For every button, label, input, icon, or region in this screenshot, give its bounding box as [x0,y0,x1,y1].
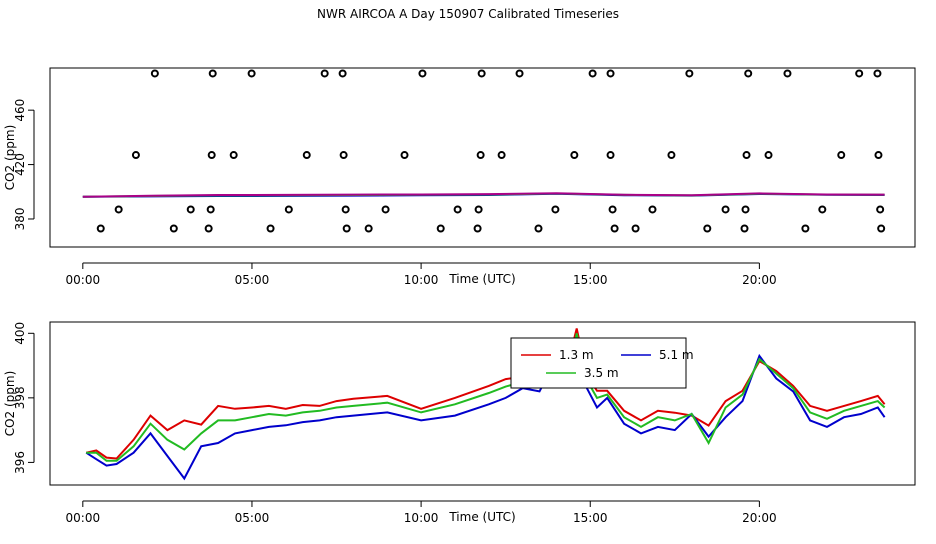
outlier-point [229,151,238,160]
outlier-point [339,151,348,160]
x-tick-label: 05:00 [235,273,270,287]
outlier-point [302,151,311,160]
x-axis-label: Time (UTC) [448,272,515,286]
outlier-point [608,205,617,214]
outlier-point [338,69,347,78]
outlier-point [341,205,350,214]
y-tick-label: 460 [13,99,27,122]
y-axis-label: CO2 (ppm) [3,125,17,191]
outlier-point [497,151,506,160]
outlier-point [474,205,483,214]
series-line [85,339,886,481]
x-tick-label: 15:00 [573,511,608,525]
outlier-point [476,151,485,160]
x-axis-label: Time (UTC) [448,510,515,524]
series-line [86,333,886,462]
outlier-point [570,151,579,160]
outlier-point [742,151,751,160]
outlier-point [610,224,619,233]
outlier-point [284,205,293,214]
outlier-point [648,205,657,214]
plot-frame [49,67,916,248]
outlier-point [150,69,159,78]
outlier-point [667,151,676,160]
x-tick-label: 15:00 [573,273,608,287]
outlier-point [744,69,753,78]
legend-label: 5.1 m [659,348,694,362]
y-tick-label: 396 [13,451,27,474]
outlier-point [131,151,140,160]
y-tick-label: 380 [13,208,27,231]
outlier-point [855,69,864,78]
outlier-point [247,69,256,78]
outlier-point [114,205,123,214]
outlier-point [381,205,390,214]
outlier-point [453,205,462,214]
series-line [82,192,885,198]
outlier-point [400,151,409,160]
outlier-point [874,151,883,160]
x-tick-label: 00:00 [66,511,101,525]
outlier-point [877,224,886,233]
outlier-point [342,224,351,233]
y-tick-label: 420 [13,153,27,176]
outlier-point [764,151,773,160]
y-tick-label: 400 [13,322,27,345]
outlier-point [436,224,445,233]
outlier-point [818,205,827,214]
x-tick-label: 10:00 [404,511,439,525]
outlier-point [477,69,486,78]
legend-box [510,337,687,389]
outlier-point [320,69,329,78]
outlier-point [685,69,694,78]
outlier-point [703,224,712,233]
outlier-point [631,224,640,233]
outlier-point [783,69,792,78]
y-axis-label: CO2 (ppm) [3,371,17,437]
legend-label: 3.5 m [584,366,619,380]
outlier-point [588,69,597,78]
outlier-point [873,69,882,78]
outlier-point [876,205,885,214]
x-tick-label: 05:00 [235,511,270,525]
outlier-point [169,224,178,233]
outlier-point [837,151,846,160]
outlier-point [606,69,615,78]
outlier-point [551,205,560,214]
y-tick-label: 398 [13,386,27,409]
outlier-point [186,205,195,214]
x-tick-label: 20:00 [742,511,777,525]
outlier-point [534,224,543,233]
outlier-point [473,224,482,233]
x-tick-label: 20:00 [742,273,777,287]
outlier-point [204,224,213,233]
x-tick-label: 10:00 [404,273,439,287]
outlier-point [606,151,615,160]
outlier-point [96,224,105,233]
outlier-point [418,69,427,78]
plot-frame [49,321,916,486]
outlier-point [515,69,524,78]
outlier-point [266,224,275,233]
chart-title: NWR AIRCOA A Day 150907 Calibrated Times… [317,7,619,21]
x-tick-label: 00:00 [66,273,101,287]
outlier-point [206,205,215,214]
outlier-point [721,205,730,214]
outlier-point [740,224,749,233]
outlier-point [801,224,810,233]
outlier-point [207,151,216,160]
outlier-point [741,205,750,214]
legend-label: 1.3 m [559,348,594,362]
outlier-point [364,224,373,233]
outlier-point [208,69,217,78]
